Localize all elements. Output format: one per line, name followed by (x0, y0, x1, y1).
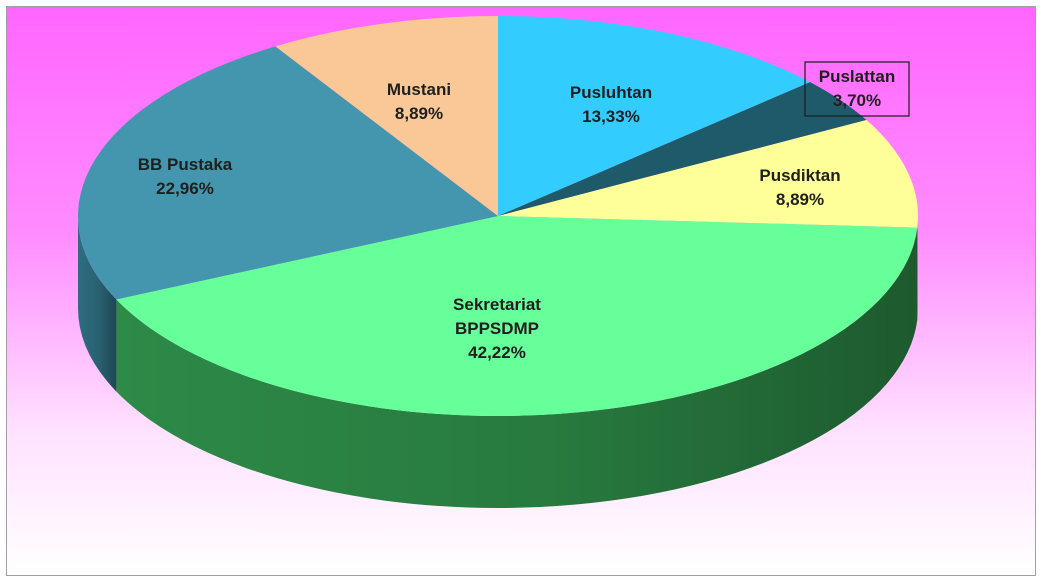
pie-slice-side-shade-bb-pustaka (78, 216, 117, 392)
slice-value-puslattan: 3,70% (833, 91, 881, 110)
slice-label-pusluhtan: Pusluhtan 13,33% (570, 83, 652, 126)
pie-slice-pusdiktan[interactable] (498, 119, 919, 228)
pie-slice-mustani[interactable] (275, 16, 498, 216)
slice-name-puslattan: Puslattan (819, 67, 896, 86)
slice-label-mustani: Mustani 8,89% (387, 80, 451, 123)
slice-name-bb-pustaka: BB Pustaka (138, 155, 233, 174)
pie-slice-pusluhtan[interactable] (498, 16, 811, 216)
slice-label-pusdiktan: Pusdiktan 8,89% (759, 166, 840, 209)
slice-value-pusluhtan: 13,33% (582, 107, 640, 126)
slice-label-bb-pustaka: BB Pustaka 22,96% (138, 155, 233, 198)
pie-slice-sekretariat-bppsdmp[interactable] (116, 216, 918, 417)
pie-slice-bb-pustaka[interactable] (77, 46, 499, 300)
slice-name-sekretariat-bppsdmp: BPPSDMP (455, 319, 539, 338)
slice-value-bb-pustaka: 22,96% (156, 179, 214, 198)
slice-value-mustani: 8,89% (395, 104, 443, 123)
slice-name-pusluhtan: Pusluhtan (570, 83, 652, 102)
slice-value-pusdiktan: 8,89% (776, 190, 824, 209)
slice-label-box-puslattan (804, 61, 910, 117)
slice-label-puslattan: Puslattan 3,70% (804, 61, 910, 117)
slice-label-sekretariat-bppsdmp: Sekretariat BPPSDMP 42,22% (453, 295, 541, 362)
slice-name-mustani: Mustani (387, 80, 451, 99)
pie-slice-side-shade-pusdiktan (917, 216, 918, 320)
pie-slice-puslattan[interactable] (498, 82, 867, 216)
slice-name-sekretariat-bppsdmp: Sekretariat (453, 295, 541, 314)
chart-area: Pusluhtan 13,33% Puslattan 3,70% Pusdiktan 8,… (6, 6, 1036, 576)
slice-name-pusdiktan: Pusdiktan (759, 166, 840, 185)
pie-chart: Pusluhtan 13,33% Puslattan 3,70% Pusdiktan 8,… (77, 16, 919, 509)
pie-slice-side-shade-sekretariat-bppsdmp (116, 227, 918, 509)
slice-value-sekretariat-bppsdmp: 42,22% (468, 343, 526, 362)
